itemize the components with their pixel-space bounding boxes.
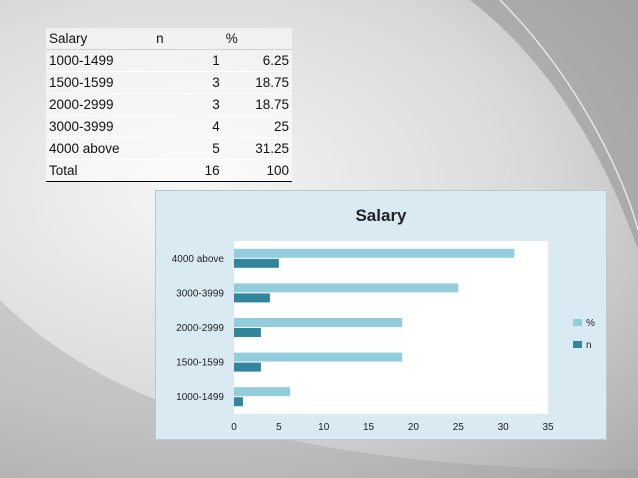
legend-swatch bbox=[573, 341, 582, 348]
table-row: 1000-1499 1 6.25 bbox=[46, 49, 292, 72]
x-tick-label: 15 bbox=[363, 422, 375, 433]
salary-chart: Salary 1000-1499 1500-1599 2000-2999 3000-3… bbox=[155, 190, 607, 440]
salary-table: Salary n % 1000-1499 1 6.25 1500-1599 3 … bbox=[46, 28, 292, 182]
row-n: 3 bbox=[153, 93, 223, 116]
row-percent: 31.25 bbox=[222, 137, 292, 160]
bar-percent bbox=[234, 283, 459, 293]
row-percent: 25 bbox=[222, 115, 292, 138]
x-tick-label: 25 bbox=[453, 422, 465, 433]
category-labels: 1000-1499 1500-1599 2000-2999 3000-3999 4000… bbox=[172, 254, 225, 403]
table-header-row: Salary n % bbox=[46, 28, 292, 50]
category-label: 4000 above bbox=[172, 254, 225, 265]
bar-percent bbox=[234, 352, 403, 362]
row-salary: 1500-1599 bbox=[46, 71, 154, 94]
x-tick-label: 0 bbox=[231, 422, 237, 433]
header-salary: Salary bbox=[46, 28, 154, 50]
total-label: Total bbox=[46, 159, 154, 182]
row-percent: 18.75 bbox=[222, 93, 292, 116]
x-tick-label: 30 bbox=[498, 422, 510, 433]
header-percent: % bbox=[222, 28, 292, 50]
category-label: 1000-1499 bbox=[176, 392, 224, 403]
table-row: 4000 above 5 31.25 bbox=[46, 137, 292, 160]
x-tick-label: 35 bbox=[542, 422, 554, 433]
row-salary: 3000-3999 bbox=[46, 115, 154, 138]
table-row: 2000-2999 3 18.75 bbox=[46, 93, 292, 116]
table-row: 1500-1599 3 18.75 bbox=[46, 71, 292, 94]
row-percent: 6.25 bbox=[222, 49, 292, 72]
category-label: 3000-3999 bbox=[176, 288, 224, 299]
bar-percent bbox=[234, 248, 515, 258]
row-n: 3 bbox=[153, 71, 223, 94]
total-percent: 100 bbox=[222, 159, 292, 182]
total-n: 16 bbox=[153, 159, 223, 182]
bars-group bbox=[234, 248, 515, 407]
bar-n bbox=[234, 397, 243, 407]
x-axis-ticks: 0 5 10 15 20 25 30 35 bbox=[231, 422, 554, 433]
table-row: 3000-3999 4 25 bbox=[46, 115, 292, 138]
row-salary: 2000-2999 bbox=[46, 93, 154, 116]
legend: %n bbox=[573, 318, 595, 351]
header-n: n bbox=[153, 28, 223, 50]
table-total-row: Total 16 100 bbox=[46, 159, 292, 182]
x-tick-label: 5 bbox=[276, 422, 282, 433]
chart-title: Salary bbox=[355, 206, 407, 225]
row-percent: 18.75 bbox=[222, 71, 292, 94]
row-salary: 4000 above bbox=[46, 137, 154, 160]
bar-percent bbox=[234, 318, 403, 327]
bar-n bbox=[234, 362, 261, 372]
row-n: 4 bbox=[153, 115, 223, 138]
bar-percent bbox=[234, 387, 291, 397]
legend-label: % bbox=[586, 318, 595, 329]
row-n: 1 bbox=[153, 49, 223, 72]
legend-swatch bbox=[573, 319, 582, 326]
chart-svg: Salary 1000-1499 1500-1599 2000-2999 3000-3… bbox=[172, 206, 595, 433]
bar-n bbox=[234, 258, 279, 268]
row-n: 5 bbox=[153, 137, 223, 160]
legend-label: n bbox=[586, 340, 592, 351]
category-label: 2000-2999 bbox=[176, 323, 224, 334]
category-label: 1500-1599 bbox=[176, 358, 224, 369]
row-salary: 1000-1499 bbox=[46, 49, 154, 72]
x-tick-label: 10 bbox=[318, 422, 330, 433]
bar-n bbox=[234, 293, 270, 303]
plot-area bbox=[234, 241, 548, 414]
x-tick-label: 20 bbox=[408, 422, 420, 433]
bar-n bbox=[234, 328, 261, 337]
